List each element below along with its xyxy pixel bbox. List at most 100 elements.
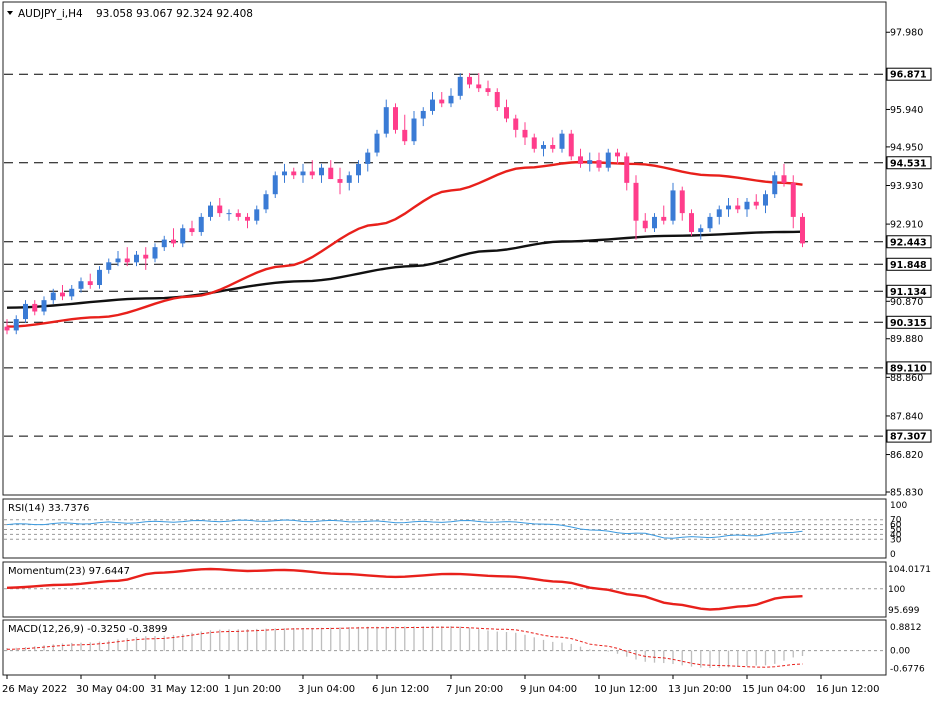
candle-body <box>78 281 84 289</box>
candle-body <box>550 145 556 149</box>
ma-fast-line <box>6 160 803 328</box>
candle-body <box>319 167 324 176</box>
candle-body <box>356 163 361 176</box>
x-tick-label: 31 May 12:00 <box>150 684 219 695</box>
level-label-box <box>886 284 932 298</box>
candle <box>383 99 389 138</box>
candle-body <box>559 133 565 149</box>
y-tick-label: 85.830 <box>890 488 923 499</box>
candle <box>60 285 65 301</box>
candle <box>679 186 685 221</box>
candle <box>652 213 657 233</box>
rsi-panel-frame <box>2 498 887 559</box>
candle-body <box>41 300 47 312</box>
candle-body <box>642 220 648 229</box>
candle-body <box>790 182 796 217</box>
candle-body <box>115 258 121 263</box>
candle <box>411 110 417 146</box>
candle-body <box>402 129 408 142</box>
candle <box>78 277 84 293</box>
rsi-tick-label: 60 <box>890 521 902 531</box>
price-axis: 97.980 95.940 94.950 93.930 92.910 90.870 89.8… <box>886 28 923 499</box>
candles <box>4 73 805 335</box>
time-axis: 26 May 2022 30 May 04:00 31 May 12:00 1 Jun… <box>2 675 880 695</box>
x-tick-label: 15 Jun 04:00 <box>742 684 806 695</box>
candle <box>319 163 324 183</box>
candle-body <box>106 262 112 270</box>
candle <box>605 148 611 172</box>
candle <box>513 114 519 138</box>
y-tick-label: 88.860 <box>890 373 923 384</box>
candle-body <box>171 239 176 244</box>
candle-body <box>670 190 676 221</box>
candle-body <box>661 216 667 221</box>
candle-body <box>652 216 657 229</box>
candle-body <box>97 269 102 286</box>
macd-title: MACD(12,26,9) -0.3250 -0.3899 <box>8 624 168 635</box>
candle-body <box>624 156 630 183</box>
y-tick-label: 95.940 <box>890 105 923 116</box>
level-label: 92.443 <box>890 237 927 248</box>
rsi-tick-label: 30 <box>890 535 902 545</box>
y-tick-label: 92.910 <box>890 220 923 231</box>
dropdown-triangle-icon[interactable] <box>7 11 13 15</box>
candle <box>494 88 500 111</box>
candle <box>504 99 509 123</box>
candle <box>309 160 315 180</box>
candle-body <box>698 228 704 233</box>
level-label: 91.134 <box>890 287 927 298</box>
x-tick-label: 3 Jun 04:00 <box>298 684 355 695</box>
x-tick-label: 16 Jun 12:00 <box>816 684 880 695</box>
level-label: 89.110 <box>890 363 927 374</box>
candle <box>374 129 380 157</box>
candle <box>726 197 731 217</box>
candle <box>698 224 704 240</box>
candle <box>402 114 408 146</box>
candle <box>235 209 241 221</box>
candle-body <box>485 88 491 93</box>
candle <box>226 209 232 221</box>
candle-body <box>568 133 574 157</box>
candle-body <box>772 175 778 195</box>
candle-body <box>208 205 213 217</box>
candle <box>208 201 213 221</box>
candle-body <box>504 107 509 119</box>
rsi-tick-label: 100 <box>890 501 907 511</box>
level-label-box <box>886 429 932 443</box>
candle-body <box>753 201 759 206</box>
candle-body <box>254 209 260 221</box>
candle-body <box>365 152 371 164</box>
candle-body <box>763 194 768 206</box>
candle-body <box>272 175 278 195</box>
candle <box>476 73 482 93</box>
y-tick-label: 97.980 <box>890 28 923 39</box>
rsi-tick-label: 0 <box>890 550 896 560</box>
x-tick-label: 10 Jun 12:00 <box>594 684 658 695</box>
candle-body <box>707 216 713 229</box>
candle <box>337 167 343 195</box>
candle <box>152 243 158 263</box>
candle-body <box>430 99 435 111</box>
level-label: 87.307 <box>890 432 927 443</box>
candle-body <box>124 258 130 263</box>
level-label-box <box>886 257 932 271</box>
rsi-line <box>6 519 803 539</box>
candle <box>790 175 796 229</box>
candle <box>13 315 19 335</box>
candle-body <box>245 216 250 221</box>
candle <box>753 194 759 210</box>
candle-body <box>346 175 352 183</box>
momentum-tick-label: 104.0171 <box>888 565 931 575</box>
candle <box>180 224 186 248</box>
candle-body <box>633 182 639 221</box>
candle <box>245 213 250 229</box>
x-tick-label: 13 Jun 20:00 <box>668 684 732 695</box>
candle-body <box>235 213 241 217</box>
candle-body <box>198 216 204 233</box>
candle <box>467 73 472 89</box>
y-tick-label: 89.880 <box>890 334 923 345</box>
candle-body <box>781 175 787 183</box>
candle <box>171 228 176 248</box>
candle <box>134 250 139 267</box>
momentum-line <box>6 567 803 611</box>
